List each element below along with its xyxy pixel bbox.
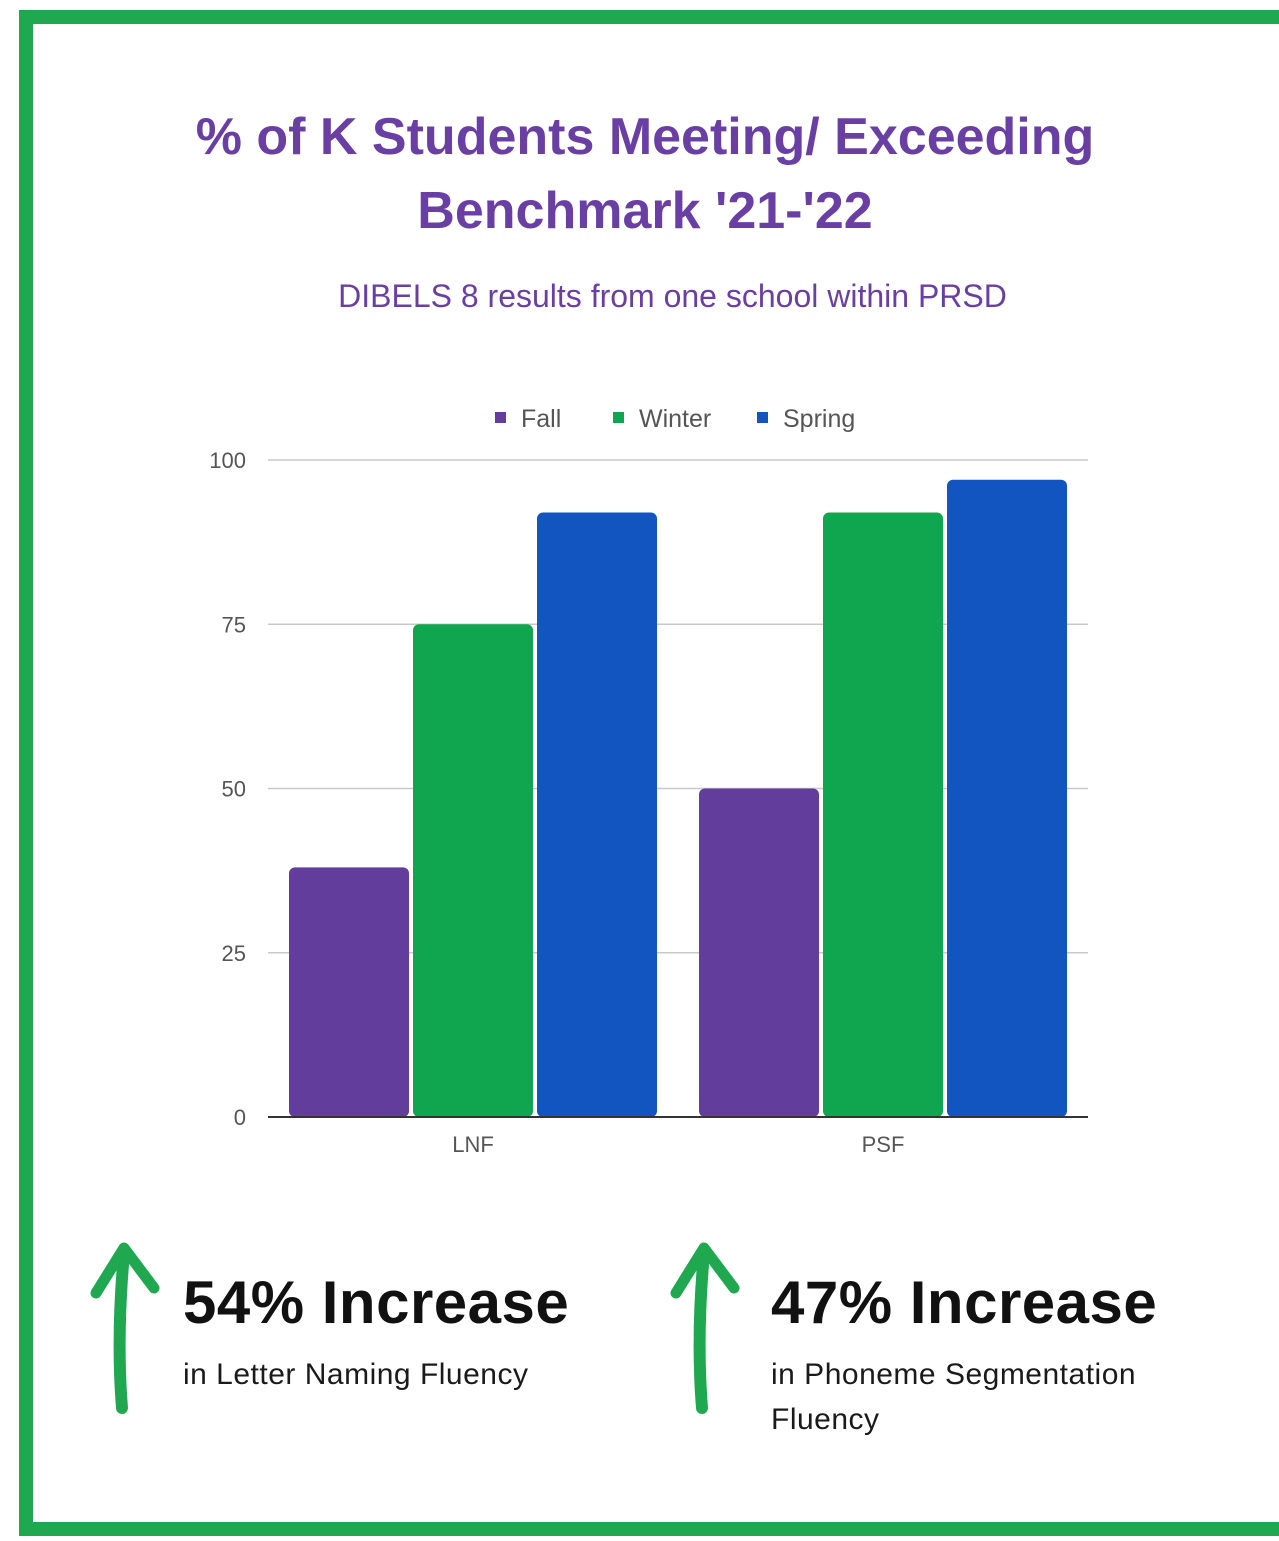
legend-label: Winter [639,405,711,433]
stat-value: 47% Increase [771,1269,1158,1336]
y-tick-label: 75 [222,612,246,637]
x-tick-label: PSF [862,1132,905,1157]
up-arrow-icon [670,1242,740,1414]
chart-title: % of K Students Meeting/ Exceeding Bench… [195,108,1095,240]
legend-swatch [757,412,768,423]
bar-winter-psf [823,512,943,1117]
bar-chart: 0 25 50 75 100 LNF PSF Fall Winter Spring [209,405,1088,1157]
bar-spring-lnf [537,512,657,1117]
chart-subtitle: DIBELS 8 results from one school within … [338,278,1007,314]
bar-spring-psf [947,479,1067,1118]
legend-swatch [613,412,624,423]
up-arrow-icon [90,1242,160,1414]
legend-label: Spring [783,405,855,433]
legend-swatch [495,412,506,423]
stat-description: in Phoneme Segmentation Fluency [771,1358,1137,1436]
stat-description: in Letter Naming Fluency [183,1358,529,1391]
bar-fall-psf [699,788,819,1117]
y-tick-label: 0 [234,1105,246,1130]
y-tick-label: 50 [222,777,246,802]
x-tick-label: LNF [452,1132,494,1157]
bar-winter-lnf [413,624,533,1117]
bar-fall-lnf [289,867,409,1117]
stat-value: 54% Increase [183,1269,570,1336]
legend-label: Fall [521,405,561,433]
y-tick-label: 100 [209,448,246,473]
y-tick-label: 25 [222,941,246,966]
